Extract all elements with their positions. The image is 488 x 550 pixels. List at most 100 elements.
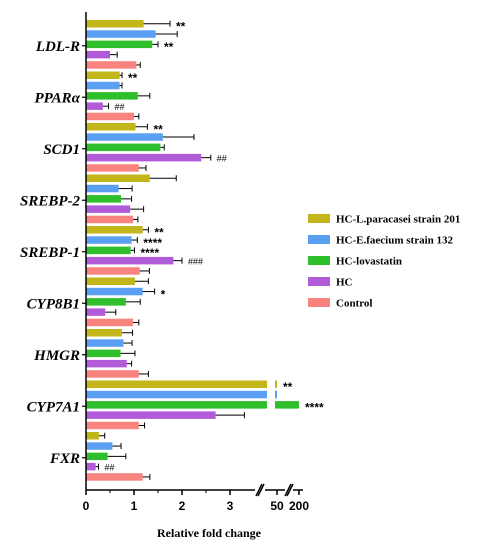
x-axis: 0 1 2 3 50 200 <box>82 12 309 513</box>
bar <box>86 226 143 234</box>
category-label: CYP8B1 <box>27 296 80 312</box>
hash-significance-label: ## <box>217 153 227 163</box>
star-significance-label: ** <box>176 20 186 34</box>
bar <box>86 432 99 440</box>
x-tick-label: 1 <box>131 499 138 513</box>
x-tick-label: 0 <box>83 499 90 513</box>
bar <box>86 20 144 28</box>
legend-swatch <box>308 235 330 244</box>
x-tick-label: 3 <box>227 499 234 513</box>
star-significance-label: **** <box>140 246 159 260</box>
bar <box>86 318 134 327</box>
category-label: SCD1 <box>43 142 80 158</box>
star-significance-label: * <box>161 287 166 301</box>
x-tick-label: 50 <box>270 499 284 513</box>
star-significance-label: ** <box>128 71 138 85</box>
star-significance-label: **** <box>305 401 324 415</box>
bar <box>86 40 153 49</box>
category-label: CYP7A1 <box>27 399 80 415</box>
axis-break-mark <box>286 483 294 497</box>
legend-label: Control <box>336 298 372 310</box>
category-label: FXR <box>49 451 80 467</box>
bar <box>86 452 108 461</box>
bar <box>86 153 202 162</box>
axis-break-mark <box>257 483 265 497</box>
bars-group <box>86 20 299 481</box>
bar <box>86 143 161 152</box>
error-bars-group <box>95 20 245 480</box>
bar <box>86 246 131 255</box>
bar <box>86 205 131 213</box>
bar <box>86 61 137 69</box>
bar <box>86 298 126 306</box>
category-labels-group: LDL-R PPARα SCD1 SREBP-2 SREBP-1 CYP8B1 HMGR CY… <box>20 39 81 467</box>
bar <box>86 92 138 100</box>
significance-group: ******##**##**********###*******## <box>104 20 324 473</box>
category-label: SREBP-2 <box>20 193 81 209</box>
category-label: PPARα <box>34 90 80 106</box>
legend-label: HC-E.faecium strain 132 <box>336 235 454 247</box>
bar <box>86 267 140 275</box>
star-significance-label: ** <box>153 123 163 137</box>
bar <box>86 133 163 141</box>
bar <box>86 71 120 79</box>
bar <box>86 442 113 450</box>
legend-swatch <box>308 298 330 307</box>
bar <box>86 287 143 296</box>
bar <box>86 277 135 285</box>
bar <box>86 81 120 90</box>
bar <box>86 215 134 224</box>
bar <box>86 174 150 182</box>
legend-swatch <box>308 277 330 286</box>
bar <box>86 359 127 368</box>
category-label: HMGR <box>33 348 80 364</box>
star-significance-label: **** <box>143 236 162 250</box>
star-significance-label: ** <box>154 226 164 240</box>
legend-label: HC-lovastatin <box>336 256 402 268</box>
x-tick-label: 2 <box>179 499 186 513</box>
bar <box>86 123 136 131</box>
bar <box>86 473 143 481</box>
bar <box>86 308 106 316</box>
star-significance-label: ** <box>283 380 293 394</box>
bar <box>86 329 122 337</box>
category-label: LDL-R <box>35 39 80 55</box>
legend-swatch <box>308 214 330 223</box>
bar-continuation <box>275 401 299 409</box>
x-axis-title: Relative fold change <box>157 526 262 540</box>
legend-label: HC-L.paracasei strain 201 <box>336 214 460 226</box>
bar <box>86 462 96 471</box>
bar <box>86 195 122 203</box>
hash-significance-label: ### <box>188 256 203 266</box>
category-label: SREBP-1 <box>20 245 80 261</box>
x-tick-label: 200 <box>289 499 309 513</box>
axis-break-mark <box>284 483 292 497</box>
bar <box>86 30 156 38</box>
bar <box>86 421 139 430</box>
bar <box>86 236 132 244</box>
bar <box>86 256 174 265</box>
bar <box>86 164 139 172</box>
bar <box>86 370 139 378</box>
bar <box>86 184 119 193</box>
bar <box>86 50 110 59</box>
bar <box>86 339 124 347</box>
hash-significance-label: ## <box>104 462 114 472</box>
bar <box>86 380 267 388</box>
bar <box>86 102 103 110</box>
bar-continuation <box>275 380 277 388</box>
bar <box>86 390 267 399</box>
legend-swatch <box>308 256 330 265</box>
bar-continuation <box>275 390 277 399</box>
axis-break-mark <box>255 483 263 497</box>
legend: HC-L.paracasei strain 201 HC-E.faecium st… <box>308 214 460 310</box>
bar <box>86 349 121 358</box>
hash-significance-label: ## <box>115 102 125 112</box>
bar <box>86 401 267 409</box>
bar <box>86 411 216 419</box>
bar <box>86 112 134 121</box>
legend-label: HC <box>336 277 353 289</box>
star-significance-label: ** <box>164 40 174 54</box>
